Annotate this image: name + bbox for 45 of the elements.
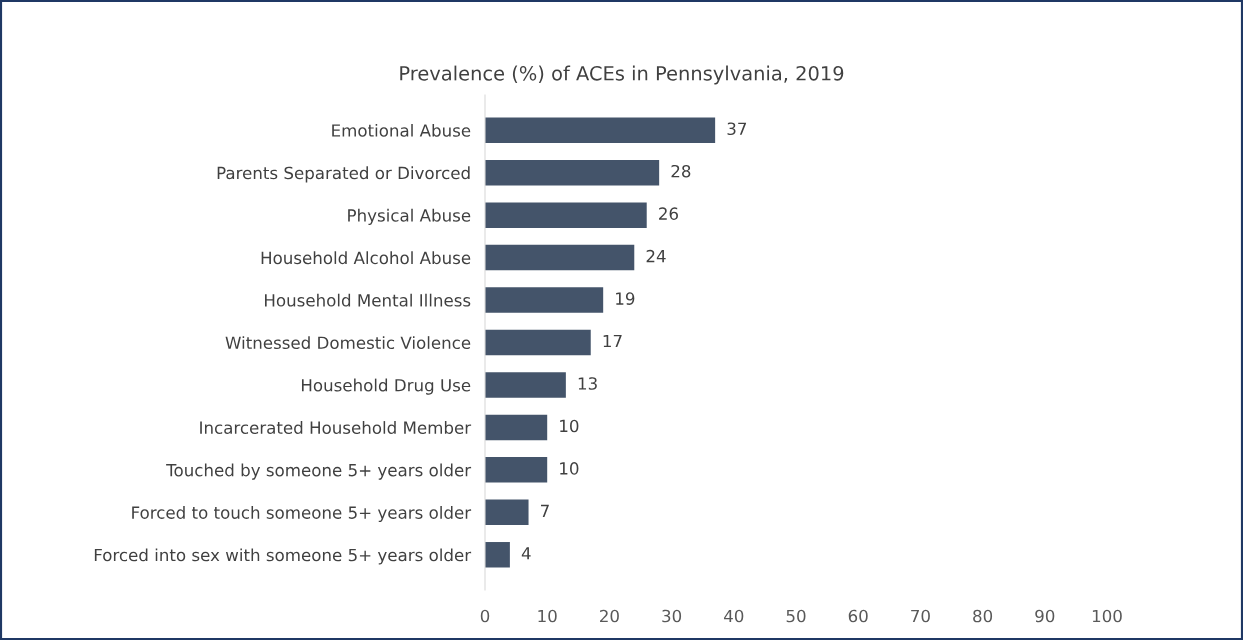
y-tick-label: Household Alcohol Abuse (261, 251, 471, 265)
y-tick-label: Witnessed Domestic Violence (225, 336, 471, 350)
data-label: 13 (578, 377, 597, 390)
bar (485, 287, 604, 313)
x-tick-label: 40 (724, 609, 744, 623)
y-tick-label: Parents Separated or Divorced (217, 166, 470, 183)
bar (485, 499, 529, 526)
y-tick-label: Emotional Abuse (332, 123, 471, 137)
y-tick-label: Forced to touch someone 5+ years older (132, 505, 472, 523)
data-label: 19 (616, 292, 635, 305)
data-label: 10 (560, 419, 579, 433)
y-tick-label: Household Drug Use (301, 378, 471, 395)
bar (485, 457, 548, 483)
y-tick-label: Forced into sex with someone 5+ years older (94, 548, 472, 565)
data-label: 7 (541, 504, 549, 517)
y-tick-label: Touched by someone 5+ years older (166, 463, 472, 480)
bar (485, 329, 591, 356)
data-label: 28 (671, 164, 691, 178)
x-tick-label: 50 (786, 609, 806, 623)
data-label: 4 (521, 547, 531, 560)
bar (485, 202, 647, 228)
x-tick-label: 100 (1092, 609, 1122, 623)
data-label: 26 (659, 207, 678, 220)
data-label: 17 (603, 334, 622, 348)
y-tick-label: Incarcerated Household Member (200, 421, 472, 434)
bar (485, 542, 510, 568)
x-tick-label: 20 (600, 609, 619, 623)
y-tick-label: Household Mental Illness (265, 293, 471, 307)
x-tick-label: 0 (480, 609, 490, 623)
x-tick-label: 30 (662, 609, 682, 623)
bar (485, 414, 548, 441)
x-tick-label: 70 (911, 609, 930, 623)
data-label: 37 (727, 122, 747, 136)
y-tick-label: Physical Abuse (348, 208, 471, 225)
bar (485, 159, 660, 186)
data-label: 24 (646, 249, 666, 263)
bar (485, 244, 635, 271)
data-label: 10 (560, 462, 579, 475)
x-tick-label: 90 (1035, 609, 1055, 623)
x-tick-label: 10 (538, 609, 557, 623)
x-tick-label: 80 (973, 609, 993, 623)
bar (485, 117, 716, 143)
chart-title: Prevalence (%) of ACEs in Pennsylvania, 2019 (400, 65, 844, 85)
bar (485, 372, 566, 398)
x-tick-label: 60 (848, 609, 868, 623)
